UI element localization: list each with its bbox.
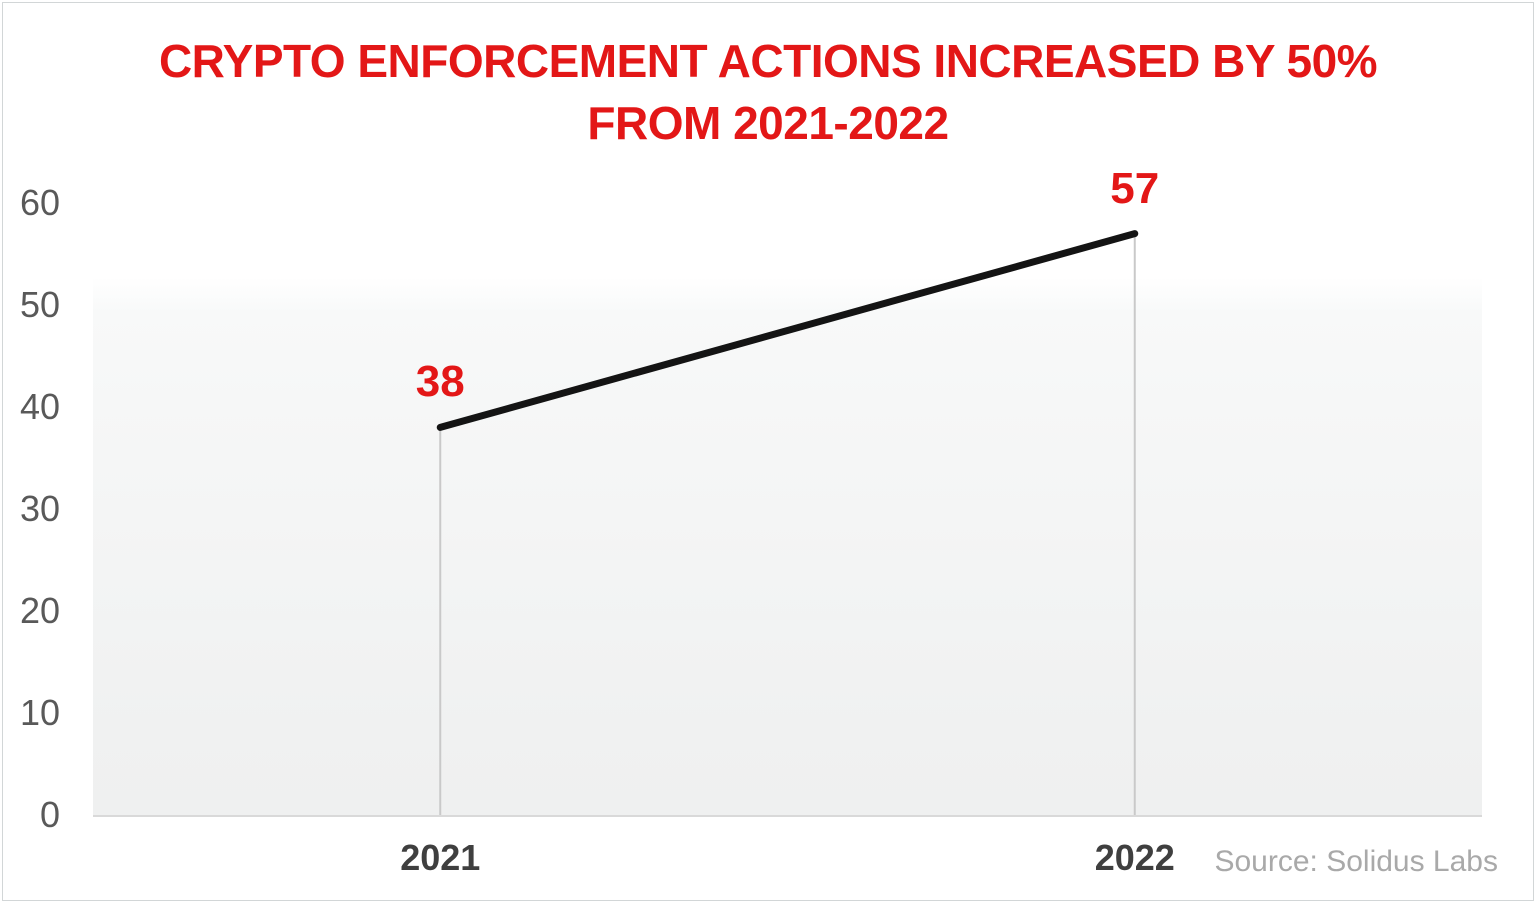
y-tick-label: 50: [19, 284, 60, 325]
line-series-svg: [436, 230, 1139, 815]
x-tick-label: 2022: [1094, 837, 1175, 878]
chart-title-line-1: CRYPTO ENFORCEMENT ACTIONS INCREASED BY …: [158, 35, 1378, 87]
x-tick-label: 2021: [400, 837, 481, 878]
y-tick-label: 20: [19, 590, 60, 631]
chart-title-line-2: FROM 2021-2022: [587, 97, 949, 149]
data-label: 57: [1110, 163, 1160, 213]
source-attribution: Source: Solidus Labs: [1214, 845, 1498, 878]
y-tick-label: 60: [19, 182, 60, 223]
data-label: 38: [415, 357, 465, 407]
y-tick-label: 10: [19, 692, 60, 733]
y-tick-label: 30: [19, 488, 60, 529]
y-tick-label: 0: [39, 794, 60, 835]
plot-area: [93, 190, 1482, 817]
y-tick-label: 40: [19, 386, 60, 427]
series-line: [436, 230, 1139, 431]
chart-title: CRYPTO ENFORCEMENT ACTIONS INCREASED BY …: [0, 30, 1536, 154]
